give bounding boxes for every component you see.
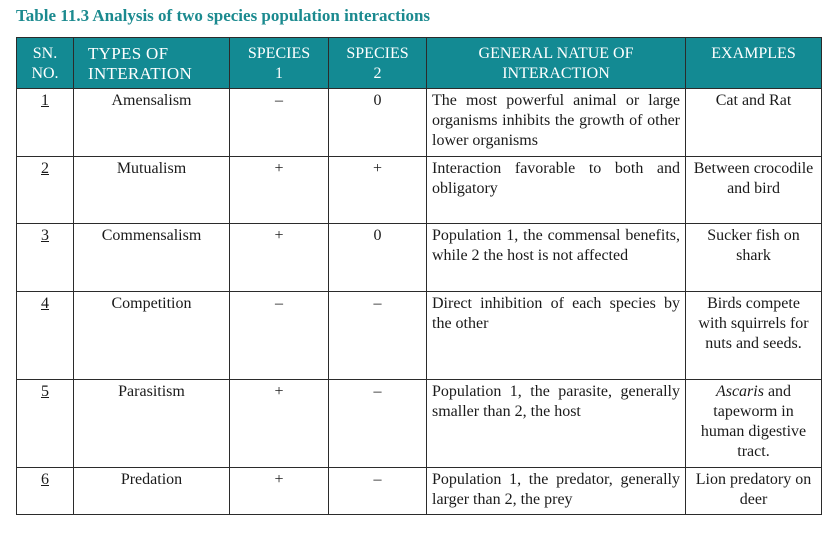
header-species2: SPECIES 2 (328, 37, 427, 89)
row-example: Birds compete with squirrels for nuts an… (685, 291, 822, 380)
row-sn: 6 (16, 467, 74, 515)
row-type: Mutualism (73, 156, 230, 224)
row-example: Ascaris and tapeworm in human digestive … (685, 379, 822, 468)
row-type: Predation (73, 467, 230, 515)
row-type: Parasitism (73, 379, 230, 468)
header-examples: EXAMPLES (685, 37, 822, 89)
row-general: Population 1, the predator, generally la… (426, 467, 686, 515)
row-sn-value: 3 (41, 227, 49, 244)
row-example-rest: and tapeworm in human digestive tract. (700, 383, 807, 460)
row-general: Interaction favorable to both and obliga… (426, 156, 686, 224)
row-general: Population 1, the parasite, generally sm… (426, 379, 686, 468)
row-example: Sucker fish on shark (685, 223, 822, 292)
row-example-italic: Ascaris (715, 383, 764, 400)
header-sn: SN. NO. (16, 37, 74, 89)
header-types-line1: TYPES OF (88, 44, 169, 63)
row-species2: – (328, 379, 427, 468)
table-header-row: SN. NO. TYPES OF INTERATION SPECIES 1 SP… (16, 37, 822, 89)
row-example: Cat and Rat (685, 88, 822, 157)
row-type: Amensalism (73, 88, 230, 157)
row-type: Commensalism (73, 223, 230, 292)
row-general: Population 1, the commensal benefits, wh… (426, 223, 686, 292)
row-species1: + (229, 467, 329, 515)
table-row: 4 Competition – – Direct inhibition of e… (16, 291, 822, 380)
header-general-line1: GENERAL NATUE OF (478, 45, 634, 62)
header-species1-line2: 1 (275, 65, 283, 82)
row-species1: – (229, 291, 329, 380)
header-species1: SPECIES 1 (229, 37, 329, 89)
table-caption: Table 11.3 Analysis of two species popul… (16, 6, 431, 25)
header-species2-line2: 2 (373, 65, 382, 82)
header-types: TYPES OF INTERATION (73, 37, 230, 89)
header-sn-line2: NO. (31, 65, 59, 82)
header-sn-line1: SN. (32, 45, 58, 62)
row-sn: 1 (16, 88, 74, 157)
table-row: 2 Mutualism + + Interaction favorable to… (16, 156, 822, 224)
row-example: Between crocodile and bird (685, 156, 822, 224)
row-species2: + (328, 156, 427, 224)
header-general-line2: INTERACTION (502, 65, 610, 82)
row-sn-value: 2 (41, 160, 49, 177)
row-type: Competition (73, 291, 230, 380)
row-sn: 5 (16, 379, 74, 468)
header-species1-line1: SPECIES (247, 45, 311, 62)
row-general: The most powerful animal or large organi… (426, 88, 686, 157)
row-general: Direct inhibition of each species by the… (426, 291, 686, 380)
row-species1: – (229, 88, 329, 157)
row-species2: 0 (328, 223, 427, 292)
row-example: Lion predatory on deer (685, 467, 822, 515)
row-sn: 4 (16, 291, 74, 380)
table-row: 1 Amensalism – 0 The most powerful anima… (16, 88, 822, 157)
table-row: 6 Predation + – Population 1, the predat… (16, 467, 822, 515)
row-sn-value: 5 (41, 383, 49, 400)
row-species1: + (229, 379, 329, 468)
row-species2: 0 (328, 88, 427, 157)
row-sn-value: 6 (41, 471, 49, 488)
row-species2: – (328, 291, 427, 380)
interactions-table: SN. NO. TYPES OF INTERATION SPECIES 1 SP… (16, 37, 822, 515)
row-species1: + (229, 223, 329, 292)
row-sn: 2 (16, 156, 74, 224)
row-species1: + (229, 156, 329, 224)
row-sn-value: 1 (41, 92, 49, 109)
row-sn: 3 (16, 223, 74, 292)
table-row: 5 Parasitism + – Population 1, the paras… (16, 379, 822, 468)
header-species2-line1: SPECIES (346, 45, 409, 62)
header-general: GENERAL NATUE OF INTERACTION (426, 37, 686, 89)
table-row: 3 Commensalism + 0 Population 1, the com… (16, 223, 822, 292)
header-types-line2: INTERATION (88, 64, 193, 83)
row-species2: – (328, 467, 427, 515)
row-sn-value: 4 (41, 295, 49, 312)
